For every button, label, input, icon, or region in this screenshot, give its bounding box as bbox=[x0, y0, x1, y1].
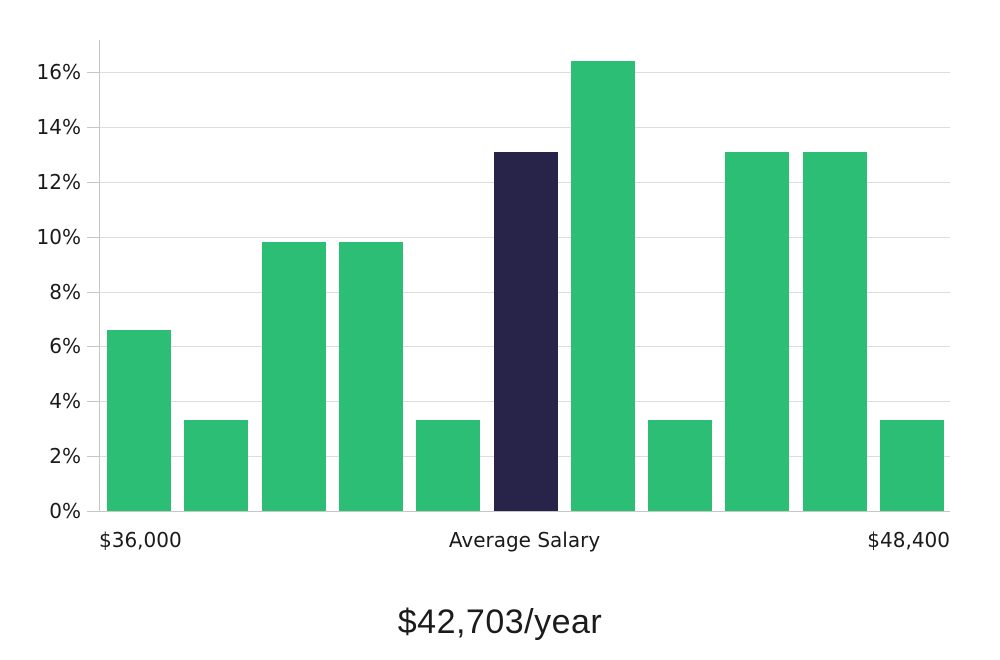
bar-1 bbox=[184, 420, 249, 511]
y-tick-10% bbox=[87, 236, 99, 238]
gridline-16% bbox=[100, 72, 950, 73]
y-tick-label-12%: 12% bbox=[36, 169, 81, 194]
bar-8 bbox=[725, 151, 790, 511]
y-tick-4% bbox=[87, 401, 99, 403]
y-tick-2% bbox=[87, 456, 99, 458]
y-tick-label-6%: 6% bbox=[49, 334, 81, 359]
bar-9 bbox=[802, 151, 867, 511]
x-axis-labels: $36,000 Average Salary $48,400 bbox=[99, 528, 950, 554]
plot-area: 0% 2% 4% 6% 8% 10% 12% 14% 16% bbox=[37, 40, 950, 522]
x-label-min-salary: $36,000 bbox=[99, 528, 182, 552]
y-tick-0% bbox=[87, 511, 99, 512]
y-tick-16% bbox=[87, 72, 99, 73]
x-label-average-salary: Average Salary bbox=[448, 528, 601, 552]
bar-average-salary-highlight bbox=[493, 151, 558, 511]
x-axis-baseline bbox=[99, 511, 950, 512]
y-tick-label-0%: 0% bbox=[49, 499, 81, 523]
gridline-14% bbox=[100, 126, 950, 128]
bar-7 bbox=[648, 420, 713, 511]
y-tick-label-8%: 8% bbox=[49, 279, 81, 304]
y-tick-6% bbox=[87, 346, 99, 348]
x-label-max-salary: $48,400 bbox=[867, 528, 950, 552]
bar-6 bbox=[570, 61, 635, 511]
y-tick-12% bbox=[87, 181, 99, 183]
bar-0 bbox=[107, 329, 171, 511]
y-axis-line bbox=[99, 40, 100, 512]
bar-3 bbox=[338, 242, 403, 511]
y-tick-14% bbox=[87, 126, 99, 128]
y-tick-label-10%: 10% bbox=[36, 224, 81, 249]
bar-10 bbox=[880, 420, 944, 511]
y-tick-label-14%: 14% bbox=[36, 114, 81, 139]
y-tick-8% bbox=[87, 291, 99, 293]
y-tick-label-2%: 2% bbox=[49, 444, 81, 469]
average-salary-caption: $42,703/year bbox=[397, 603, 603, 641]
bar-4 bbox=[416, 420, 481, 511]
y-tick-label-16%: 16% bbox=[36, 60, 81, 84]
bar-2 bbox=[261, 242, 326, 511]
y-tick-label-4%: 4% bbox=[49, 389, 81, 414]
